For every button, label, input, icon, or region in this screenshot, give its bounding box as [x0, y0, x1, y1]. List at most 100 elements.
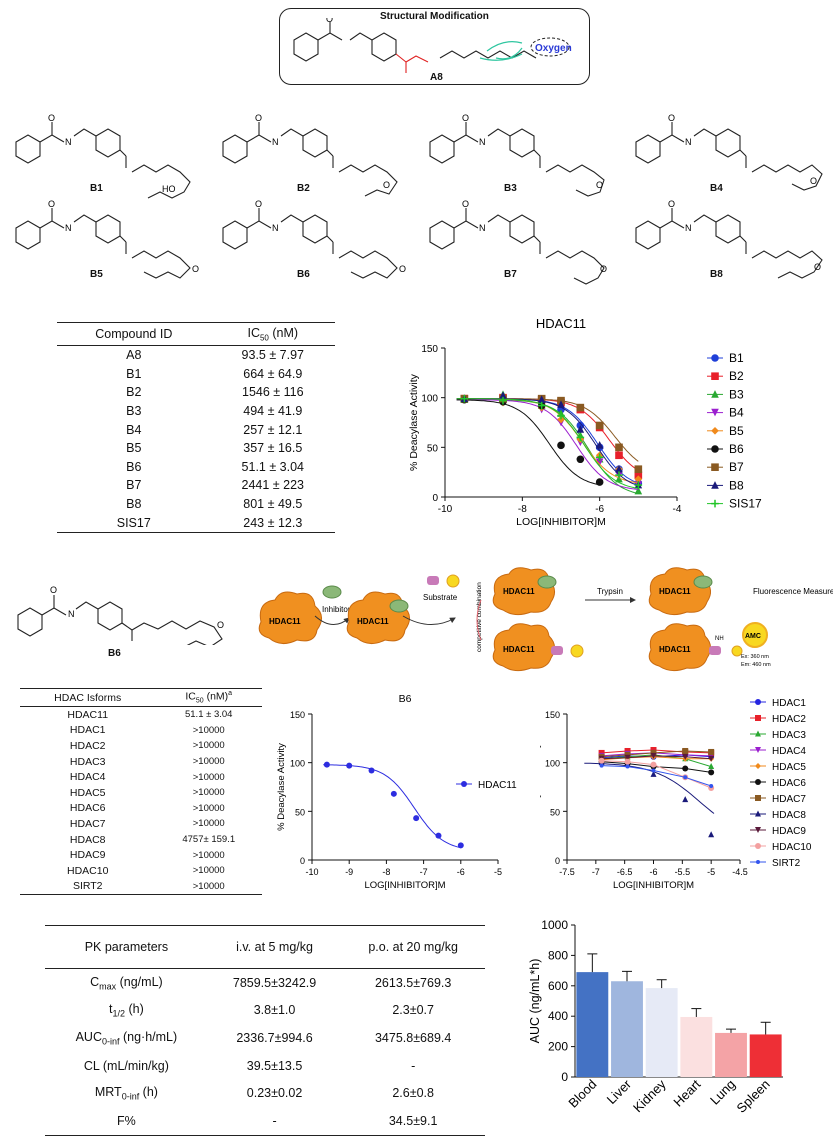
ic50-value: >10000: [192, 756, 225, 768]
y-axis-label: % Deacylase Activity: [276, 743, 287, 831]
x-axis-label: LOG[INHIBITOR]M: [364, 880, 445, 890]
table-row: HDAC2 >10000: [20, 738, 262, 754]
ic50-value: 257 ± 12.1: [243, 422, 303, 437]
ic50-value: 93.5 ± 7.97: [241, 348, 305, 363]
x-tick-label: -10: [305, 867, 318, 877]
legend-b4: B4: [707, 406, 744, 420]
data-point: [598, 757, 605, 764]
table-row: B3 494 ± 41.9: [57, 402, 335, 421]
pk-po-value: 2.6±0.8: [392, 1086, 434, 1101]
y-tick-label: 150: [421, 344, 438, 355]
legend-hdac9: HDAC9: [750, 826, 806, 837]
pk-parameter: t1/2 (h): [109, 1002, 144, 1019]
data-point: [708, 755, 715, 762]
fit-line: [456, 398, 639, 471]
series-sirt2: [599, 763, 714, 789]
data-point: [651, 768, 656, 773]
legend-hdac3: HDAC3: [750, 730, 806, 741]
pk-iv-value: 39.5±13.5: [246, 1058, 303, 1073]
fit-line: [584, 762, 715, 814]
compound-label-b4: B4: [710, 183, 723, 194]
header-isoforms: HDAC Isforms: [20, 688, 156, 707]
x-tick-label: -8: [518, 504, 527, 515]
pk-iv-value: 7859.5±3242.9: [232, 975, 317, 990]
hdac11-chart: 0 50 100 150 -10 -8 -6 -4 LOG[INHIBITOR]M % Deacy…: [408, 316, 762, 528]
series-b8: [456, 391, 643, 489]
atom-n: N: [685, 223, 692, 233]
header-compound-id: Compound ID: [57, 322, 211, 346]
structural-modification-box: [279, 8, 590, 85]
ic50-value: >10000: [192, 740, 225, 752]
legend-hdac11: HDAC11: [456, 780, 517, 791]
enzyme-label: HDAC11: [503, 645, 535, 654]
enzyme-4: HDAC11: [492, 623, 584, 672]
data-point: [576, 403, 585, 412]
x-tick-label: -6: [457, 867, 465, 877]
table-row: HDAC1 >10000: [20, 723, 262, 739]
table-row: HDAC8 4757± 159.1: [20, 832, 262, 848]
x-axis-label: LOG[INHIBITOR]M: [613, 880, 694, 891]
legend-b5: B5: [707, 424, 744, 438]
compound-id: B7: [126, 478, 142, 493]
isoform-table: HDAC Isforms IC50 (nM)a HDAC11 51.1 ± 3.0…: [20, 688, 262, 896]
fit-line: [601, 765, 712, 787]
fluorescence-label: Fluorescence Measurement: [753, 587, 833, 596]
data-point: [650, 752, 657, 759]
enzyme-label: HDAC11: [503, 587, 535, 596]
bar-spleen: [749, 1034, 782, 1077]
legend-label: B3: [729, 387, 744, 401]
atom-n: N: [68, 609, 75, 619]
fit-line: [456, 399, 639, 494]
legend-hdac7: HDAC7: [750, 794, 806, 805]
atom-o: O: [814, 262, 821, 272]
atom-o: O: [50, 585, 57, 595]
header-ic50: IC50 (nM)a: [155, 688, 262, 707]
oxygen-label: Oxygen: [535, 43, 572, 54]
table-row: B4 257 ± 12.1: [57, 420, 335, 439]
ic50-value: >10000: [192, 771, 225, 783]
table-row: B5 357 ± 16.5: [57, 439, 335, 458]
amc-icon: [446, 574, 460, 588]
isoform-name: HDAC9: [69, 849, 106, 862]
legend-b2: B2: [707, 369, 744, 383]
pk-iv-value: 3.8±1.0: [253, 1003, 296, 1018]
data-point: [557, 441, 565, 450]
legend-label: B1: [729, 351, 744, 365]
atom-o: O: [668, 199, 675, 209]
data-point: [595, 458, 604, 467]
legend-hdac2: HDAC2: [750, 714, 806, 725]
y-tick-label: 50: [295, 807, 305, 817]
pk-iv-value: 0.23±0.02: [246, 1086, 303, 1101]
x-axis-label: LOG[INHIBITOR]M: [516, 516, 606, 528]
ic50-value: 494 ± 41.9: [243, 404, 303, 419]
a8-label: A8: [430, 72, 443, 83]
pk-po-value: -: [411, 1058, 416, 1073]
pk-po-value: 2.3±0.7: [392, 1003, 434, 1018]
category-label: Lung: [707, 1077, 738, 1108]
data-point: [625, 764, 630, 769]
isoform-name: HDAC4: [69, 771, 106, 784]
ic50-value: >10000: [192, 849, 225, 861]
data-point: [708, 769, 715, 776]
a8-structure: O Oxygen: [293, 18, 572, 73]
data-point: [595, 478, 604, 486]
x-tick-label: -10: [438, 504, 453, 515]
pk-parameter: F%: [45, 1106, 208, 1136]
atom-n: N: [479, 137, 486, 147]
ic50-table: Compound ID IC50 (nM) A8 93.5 ± 7.97 B1 664…: [57, 322, 335, 533]
fit-line: [456, 398, 639, 462]
enzyme-5: HDAC11: [648, 567, 713, 616]
table-row: B8 801 ± 49.5: [57, 495, 335, 514]
pk-parameter: MRT0-inf (h): [94, 1084, 158, 1102]
series-b3: [456, 390, 643, 495]
data-point: [708, 763, 715, 770]
fit-line: [456, 399, 639, 490]
data-point: [682, 747, 689, 754]
table-row: SIS17 243 ± 12.3: [57, 513, 335, 533]
atom-o: O: [255, 113, 262, 123]
competitive-label: competitive combination: [476, 582, 483, 652]
legend-sis17: SIS17: [707, 497, 762, 511]
legend-label: HDAC7: [772, 794, 806, 805]
legend-label: HDAC9: [772, 826, 806, 837]
legend-label: HDAC3: [772, 730, 806, 741]
